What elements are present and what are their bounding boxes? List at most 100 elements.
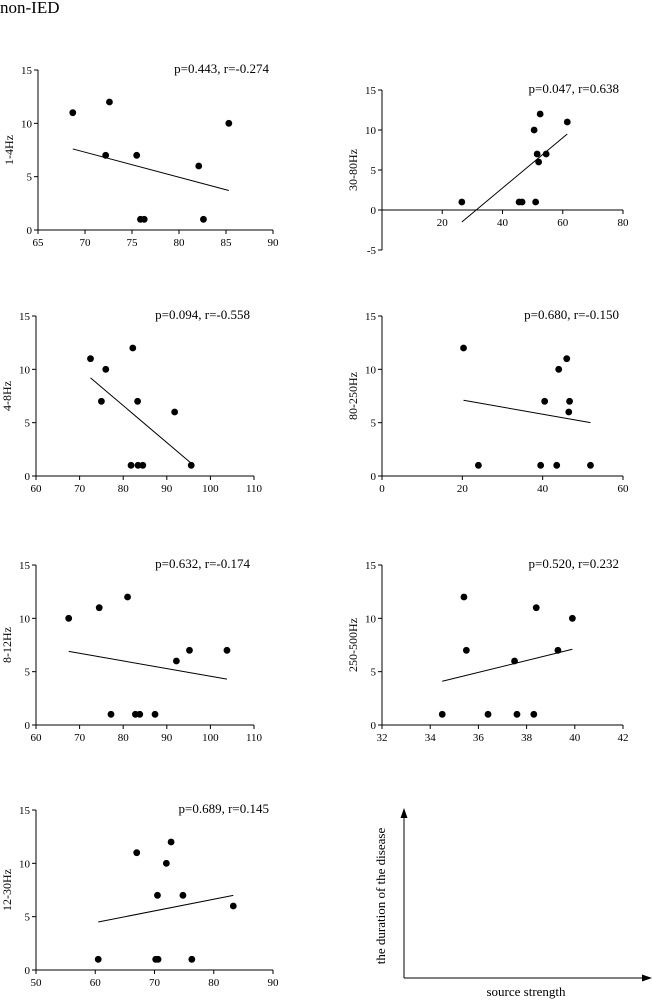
scatter-panel-p7: 0 5 10 15 50 60 70 80 90 12-30Hz p=0.689, r=0.145	[0, 801, 279, 989]
data-point	[563, 355, 571, 363]
x-tick-label: 60	[31, 732, 43, 744]
data-point	[229, 902, 237, 910]
x-tick-label: 60	[557, 217, 569, 229]
data-point	[513, 710, 521, 718]
x-tick-label: 80	[118, 732, 130, 744]
data-point	[124, 593, 131, 601]
x-tick-label: 80	[174, 237, 186, 249]
y-tick-label: 15	[21, 65, 33, 77]
y-tick-label: 10	[21, 118, 33, 130]
fit-line	[72, 148, 229, 192]
data-point	[530, 710, 538, 718]
legend-panel: source strength the duration of the dise…	[373, 808, 652, 999]
x-tick-label: 70	[74, 732, 86, 744]
y-tick-label: 0	[27, 225, 33, 237]
data-point	[563, 118, 571, 126]
data-point	[172, 657, 180, 665]
data-point	[129, 344, 137, 352]
data-point	[179, 891, 187, 899]
x-tick-label: 85	[221, 237, 233, 249]
stat-annotation: p=0.047, r=0.638	[529, 81, 620, 96]
data-point	[151, 710, 159, 718]
y-axis-label: 12-30Hz	[0, 869, 14, 911]
y-tick-label: 15	[19, 560, 31, 572]
x-tick-label: 40	[569, 732, 581, 744]
y-tick-label: 15	[365, 560, 377, 572]
data-point	[568, 614, 576, 622]
y-tick-label: 10	[365, 613, 377, 625]
y-axis-label: 8-12Hz	[0, 627, 14, 663]
scatter-panel-p3: 0 5 10 15 60 70 80 90 100 110 4-8Hz p=0.094, r=-0.5…	[0, 307, 263, 495]
data-point	[475, 461, 482, 469]
data-point	[171, 408, 179, 416]
data-point	[154, 955, 162, 963]
data-point	[133, 849, 141, 857]
data-point	[102, 365, 110, 373]
data-point	[458, 198, 466, 206]
x-tick-label: 60	[31, 483, 43, 495]
data-point	[167, 838, 175, 846]
data-point	[69, 109, 77, 117]
legend-x-arrow-icon	[642, 974, 652, 982]
data-point	[162, 859, 170, 867]
data-point	[484, 710, 492, 718]
y-tick-label: 5	[25, 667, 31, 679]
data-point	[530, 126, 538, 134]
data-point	[106, 98, 113, 106]
y-tick-label: 5	[371, 667, 377, 679]
data-point	[537, 461, 545, 469]
x-tick-label: 42	[618, 732, 629, 744]
data-point	[134, 461, 142, 469]
x-tick-label: 65	[33, 237, 45, 249]
y-tick-label: -5	[367, 245, 377, 257]
x-tick-label: 90	[161, 732, 173, 744]
y-tick-label: 15	[19, 311, 31, 323]
scatter-panel-p4: 0 5 10 15 0 20 40 60 80-250Hz p=0.680, r=-0.150	[346, 307, 629, 495]
y-tick-label: 15	[365, 311, 377, 323]
fit-line	[463, 399, 591, 424]
x-tick-label: 80	[618, 217, 630, 229]
x-tick-label: 60	[618, 483, 630, 495]
data-point	[554, 646, 562, 654]
x-tick-label: 60	[90, 977, 102, 989]
scatter-panel-p5: 0 5 10 15 60 70 80 90 100 110 8-12Hz p=0.632, r=-0.…	[0, 556, 263, 744]
x-tick-label: 100	[202, 732, 219, 744]
x-tick-label: 20	[437, 217, 449, 229]
data-point	[566, 397, 573, 405]
data-point	[65, 614, 73, 622]
y-tick-label: 5	[371, 165, 377, 177]
data-point	[460, 593, 468, 601]
y-tick-label: 10	[365, 364, 377, 376]
x-tick-label: 38	[521, 732, 533, 744]
x-tick-label: 70	[80, 237, 92, 249]
data-point	[186, 646, 193, 654]
data-point	[553, 461, 561, 469]
data-point	[542, 150, 550, 158]
fit-line	[68, 650, 228, 680]
y-axis-label: 250-500Hz	[346, 618, 360, 672]
data-point	[535, 158, 543, 166]
y-tick-label: 15	[19, 805, 31, 817]
fit-line	[442, 648, 573, 682]
y-tick-label: 10	[19, 364, 31, 376]
x-tick-label: 110	[246, 732, 263, 744]
y-tick-label: 10	[19, 858, 31, 870]
data-point	[154, 891, 161, 899]
x-tick-label: 34	[425, 732, 437, 744]
x-tick-label: 32	[377, 732, 388, 744]
data-point	[134, 397, 141, 405]
stat-annotation: p=0.632, r=-0.174	[155, 556, 250, 571]
figure-heading: non-IED	[0, 0, 60, 17]
data-point	[133, 151, 141, 159]
y-tick-label: 15	[365, 85, 377, 97]
stat-annotation: p=0.689, r=0.145	[179, 801, 270, 816]
x-tick-label: 90	[268, 977, 280, 989]
y-tick-label: 5	[371, 418, 377, 430]
y-tick-label: 0	[25, 965, 31, 977]
x-tick-label: 90	[161, 483, 173, 495]
scatter-panel-p6: 0 5 10 15 32 34 36 38 40 42 250-500Hz p=0.520, r=0.…	[346, 556, 629, 744]
scatter-panel-p2: -5 0 5 10 15 20 40 60 80 30-80Hz p=0.047, r=0.638	[346, 81, 629, 257]
data-point	[511, 657, 518, 665]
data-point	[188, 955, 196, 963]
